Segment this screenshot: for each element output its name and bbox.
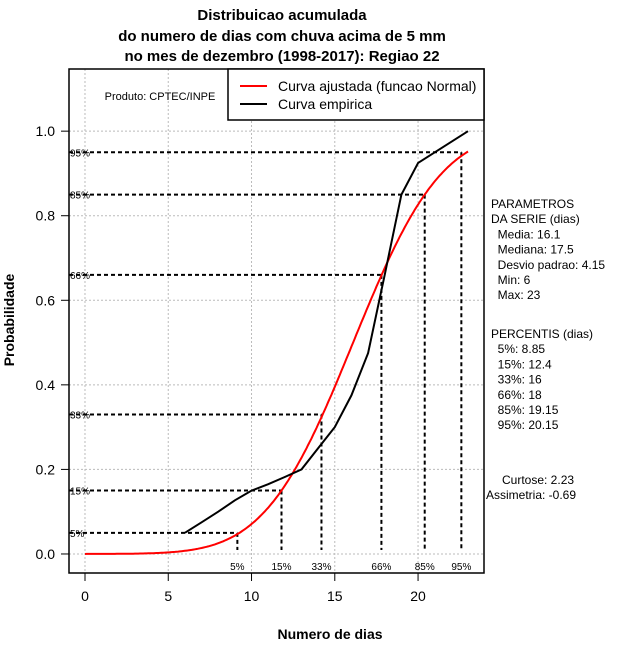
assimetria-text: Assimetria: -0.69 (486, 488, 576, 502)
percentis-line: 95%: 20.15 (491, 418, 559, 432)
legend-box (227, 68, 485, 121)
chart-title: Distribuicao acumulada do numero de dias… (118, 7, 446, 65)
params-line: Max: 23 (491, 288, 541, 302)
percentile-y-label: 15% (70, 487, 90, 498)
x-axis-label: Numero de dias (277, 626, 382, 642)
y-tick-label: 0.4 (36, 377, 56, 393)
legend-label-empirical: Curva empirica (278, 96, 372, 112)
x-tick-label: 10 (244, 588, 260, 604)
percentile-x-label: 5% (230, 562, 245, 573)
params-line: Min: 6 (491, 273, 531, 287)
y-tick-label: 0.0 (36, 546, 56, 562)
percentile-y-label: 33% (70, 410, 90, 421)
percentile-x-label: 15% (271, 562, 291, 573)
x-tick-label: 0 (81, 588, 89, 604)
percentile-y-label: 5% (70, 529, 85, 540)
y-tick-label: 0.2 (36, 461, 56, 477)
params-line: Media: 16.1 (491, 227, 561, 241)
params-line: PARAMETROS (491, 197, 574, 211)
y-tick-label: 1.0 (36, 123, 56, 139)
params-line: Desvio padrao: 4.15 (491, 258, 605, 272)
percentile-y-label: 66% (70, 271, 90, 282)
fitted-normal-curve (84, 150, 469, 555)
title-line-2: do numero de dias com chuva acima de 5 m… (118, 28, 446, 45)
percentile-y-label: 85% (70, 191, 90, 202)
percentile-x-label: 66% (371, 562, 391, 573)
params-line: Mediana: 17.5 (491, 243, 574, 257)
params-line: DA SERIE (dias) (491, 212, 580, 226)
percentis-line: 15%: 12.4 (491, 357, 552, 371)
title-line-1: Distribuicao acumulada (197, 7, 367, 24)
title-line-3: no mes de dezembro (1998-2017): Regiao 2… (124, 48, 439, 65)
percentis-line: 85%: 19.15 (491, 403, 559, 417)
percentis-line: PERCENTIS (dias) (491, 327, 593, 341)
legend-label-fitted: Curva ajustada (funcao Normal) (278, 78, 476, 94)
empirical-curve (184, 130, 469, 534)
percentis-line: 66%: 18 (491, 388, 542, 402)
percentile-x-label: 85% (415, 562, 435, 573)
curtose-text: Curtose: 2.23 (502, 473, 574, 487)
y-tick-label: 0.6 (36, 292, 56, 308)
x-tick-label: 20 (410, 588, 426, 604)
product-credit: Produto: CPTEC/INPE (105, 91, 216, 103)
y-tick-label: 0.8 (36, 208, 56, 224)
x-tick-label: 5 (164, 588, 172, 604)
percentis-line: 33%: 16 (491, 373, 542, 387)
x-tick-label: 15 (327, 588, 343, 604)
percentile-x-label: 95% (451, 562, 471, 573)
percentile-x-label: 33% (311, 562, 331, 573)
percentile-y-label: 95% (70, 148, 90, 159)
legend: Curva ajustada (funcao Normal) Curva emp… (227, 68, 485, 121)
percentis-line: 5%: 8.85 (491, 342, 545, 356)
y-axis-label: Probabilidade (1, 274, 17, 367)
